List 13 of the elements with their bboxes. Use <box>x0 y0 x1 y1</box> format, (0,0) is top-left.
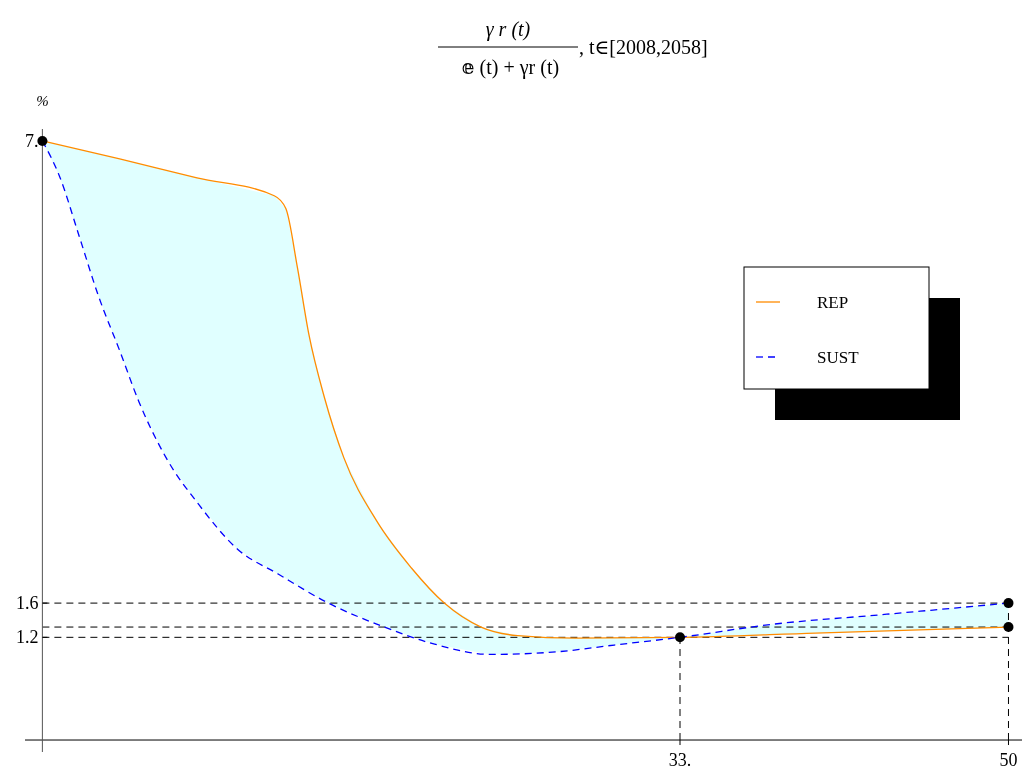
y-tick-label: 7. <box>24 130 39 151</box>
point <box>675 632 686 643</box>
y-tick-label: 1.6 <box>15 593 39 614</box>
y-axis-title: % <box>36 93 49 109</box>
x-tick-label: 33. <box>668 750 692 769</box>
legend-label: SUST <box>817 348 860 367</box>
point <box>37 135 48 146</box>
y-tick-label: 1.2 <box>15 627 39 648</box>
point <box>1003 622 1014 633</box>
x-tick-label: 50 <box>999 750 1018 769</box>
point <box>1003 598 1014 609</box>
chart-title: γ r (t) 𝕖 (t) + γr (t), t∈[2008,2058] <box>456 18 708 79</box>
legend-label: REP <box>817 293 849 312</box>
